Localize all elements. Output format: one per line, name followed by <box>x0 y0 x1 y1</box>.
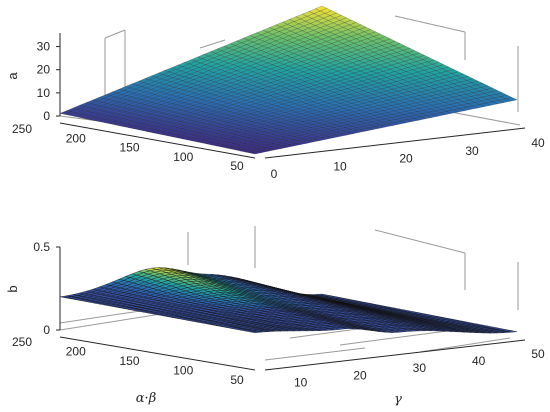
y-tick-label-a: 250 <box>12 122 32 136</box>
y-tick-label-a: 50 <box>230 159 244 173</box>
z-tick-label-b: 0.5 <box>33 240 50 254</box>
y-tick-label-b: 100 <box>173 364 193 378</box>
y-axis-label-b: α·β <box>136 391 156 406</box>
surface-b <box>59 267 518 334</box>
y-tick-label-b: 150 <box>119 354 139 368</box>
y-tick-label-a: 200 <box>66 131 86 145</box>
surface-plot-a: 0 10 20 30 50 100 150 200 250 0 10 20 30 40 a <box>5 5 545 181</box>
x-axis-line-a <box>264 127 526 159</box>
ticks-b: 0 0.5 50 100 150 200 250 10 20 30 40 50 <box>12 240 545 389</box>
x-tick-label-b: 20 <box>353 368 367 382</box>
x-axis-line-b <box>264 339 526 371</box>
y-axis-line-b <box>59 336 256 371</box>
x-tick-label-a: 0 <box>271 167 278 181</box>
surface-b-patch <box>250 330 262 334</box>
z-tick-label-a: 0 <box>43 109 50 123</box>
z-axis-label-a: a <box>5 72 20 80</box>
z-tick-label-b: 0 <box>43 323 50 337</box>
x-tick-label-b: 10 <box>294 375 308 389</box>
y-tick-label-a: 150 <box>119 141 139 155</box>
surface-a-patch <box>250 151 262 155</box>
surface-plot-b: 0 0.5 50 100 150 200 250 10 20 30 40 50 b α·β γ <box>5 226 545 407</box>
surface-a <box>59 5 518 155</box>
y-tick-label-a: 100 <box>173 150 193 164</box>
x-tick-label-a: 10 <box>333 159 347 173</box>
z-tick-label-a: 10 <box>37 86 51 100</box>
z-axis-label-b: b <box>5 285 20 292</box>
x-axis-label-b: γ <box>394 392 402 407</box>
y-tick-label-b: 50 <box>230 373 244 387</box>
z-tick-label-a: 30 <box>37 40 51 54</box>
x-tick-label-a: 20 <box>399 152 413 166</box>
x-tick-label-b: 30 <box>413 361 427 375</box>
x-tick-label-a: 30 <box>465 144 479 158</box>
y-tick-label-b: 200 <box>66 345 86 359</box>
z-tick-label-a: 20 <box>37 63 51 77</box>
ticks-a: 0 10 20 30 50 100 150 200 250 0 10 20 30 40 <box>12 40 545 181</box>
y-tick-label-b: 250 <box>12 335 32 349</box>
y-axis-line-a <box>59 122 256 159</box>
x-tick-label-b: 40 <box>472 354 486 368</box>
x-tick-label-b: 50 <box>531 347 545 361</box>
x-tick-label-a: 40 <box>531 136 545 150</box>
